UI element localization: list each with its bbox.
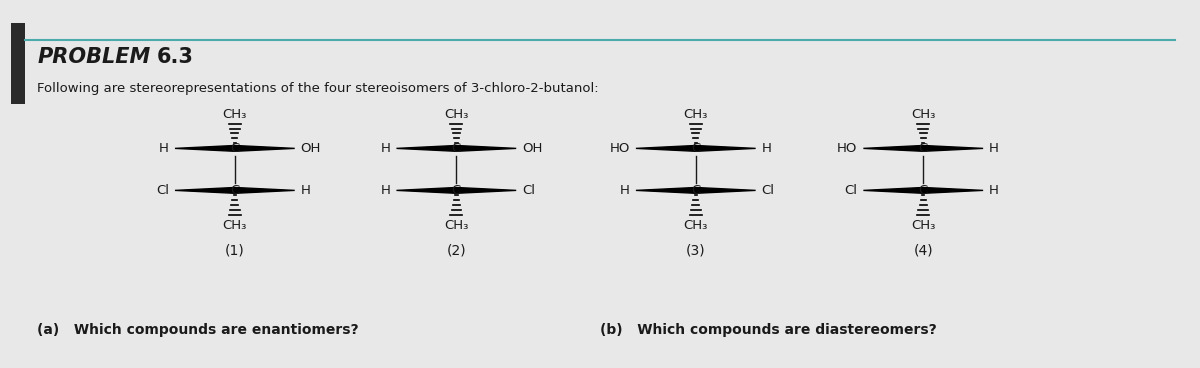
Polygon shape <box>863 187 923 193</box>
Text: PROBLEM: PROBLEM <box>37 47 150 67</box>
Polygon shape <box>396 187 456 193</box>
Polygon shape <box>696 145 756 151</box>
Text: Cl: Cl <box>762 184 775 197</box>
Polygon shape <box>456 145 516 151</box>
Text: H: H <box>620 184 630 197</box>
Text: CH₃: CH₃ <box>911 219 936 232</box>
Polygon shape <box>235 145 295 151</box>
Polygon shape <box>923 187 983 193</box>
Text: H: H <box>989 184 998 197</box>
Text: OH: OH <box>301 142 322 155</box>
Text: 6.3: 6.3 <box>157 47 194 67</box>
Text: HO: HO <box>610 142 630 155</box>
Text: CH₃: CH₃ <box>911 108 936 121</box>
Polygon shape <box>396 145 456 151</box>
Text: C: C <box>451 184 461 197</box>
Text: Following are stereorepresentations of the four stereoisomers of 3-chloro-2-buta: Following are stereorepresentations of t… <box>37 82 599 95</box>
Text: (b)   Which compounds are diastereomers?: (b) Which compounds are diastereomers? <box>600 323 937 337</box>
Text: H: H <box>301 184 311 197</box>
Polygon shape <box>235 187 295 193</box>
Text: H: H <box>989 142 998 155</box>
Bar <box>11 23 25 104</box>
Polygon shape <box>696 187 756 193</box>
Polygon shape <box>175 145 235 151</box>
Polygon shape <box>456 187 516 193</box>
Text: (2): (2) <box>446 243 466 257</box>
Polygon shape <box>175 187 235 193</box>
Text: H: H <box>160 142 169 155</box>
Text: C: C <box>230 184 240 197</box>
Text: Cl: Cl <box>845 184 858 197</box>
Text: HO: HO <box>838 142 858 155</box>
Text: (4): (4) <box>913 243 934 257</box>
Text: (3): (3) <box>686 243 706 257</box>
Text: Cl: Cl <box>156 184 169 197</box>
Text: Cl: Cl <box>522 184 535 197</box>
Text: H: H <box>380 184 390 197</box>
Text: CH₃: CH₃ <box>684 219 708 232</box>
Text: H: H <box>380 142 390 155</box>
Polygon shape <box>636 187 696 193</box>
Text: H: H <box>762 142 772 155</box>
Text: (a)   Which compounds are enantiomers?: (a) Which compounds are enantiomers? <box>37 323 359 337</box>
Text: CH₃: CH₃ <box>684 108 708 121</box>
Text: C: C <box>451 142 461 155</box>
Text: (1): (1) <box>224 243 245 257</box>
Text: CH₃: CH₃ <box>223 108 247 121</box>
Text: C: C <box>691 184 701 197</box>
Text: C: C <box>919 142 928 155</box>
Polygon shape <box>636 145 696 151</box>
Polygon shape <box>863 145 923 151</box>
Text: CH₃: CH₃ <box>223 219 247 232</box>
Text: C: C <box>230 142 240 155</box>
Text: CH₃: CH₃ <box>444 219 468 232</box>
Text: CH₃: CH₃ <box>444 108 468 121</box>
Text: OH: OH <box>522 142 542 155</box>
Text: C: C <box>919 184 928 197</box>
Text: C: C <box>691 142 701 155</box>
Polygon shape <box>923 145 983 151</box>
